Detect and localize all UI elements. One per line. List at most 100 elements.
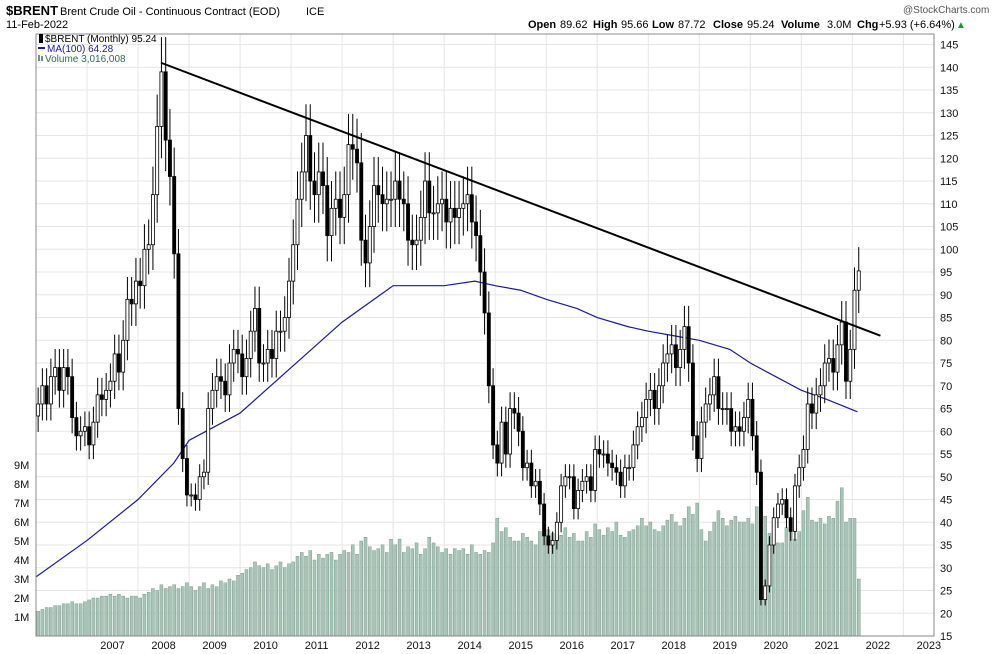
volume-bar (657, 531, 661, 637)
volume-bar (419, 554, 423, 637)
candle-body (287, 280, 291, 318)
volume-bar (797, 531, 801, 637)
candle-body (699, 421, 704, 459)
candle-body (716, 376, 721, 409)
candle-body (725, 408, 729, 410)
volume-bar (776, 542, 780, 637)
candle-body (648, 389, 653, 400)
up-arrow-icon: ▲ (956, 20, 966, 31)
candle-body (355, 148, 359, 164)
volume-bar (482, 550, 487, 637)
candle-body (244, 358, 249, 378)
volume-bar (457, 550, 461, 637)
candle-body (40, 385, 45, 405)
axes: 15 20 25 30 35 40 45 50 55 60 65 70 75 80 85 90 95 100 105… (14, 33, 958, 652)
year-tick-label: 2013 (406, 640, 430, 652)
volume-bar (665, 519, 670, 637)
low-value: 87.72 (678, 19, 706, 31)
candle-body (223, 380, 228, 396)
candle-body (682, 326, 687, 350)
candle-body (656, 385, 661, 409)
candle-body (185, 458, 189, 496)
volume-tick-label: 8M (14, 479, 29, 491)
volume-bar (253, 561, 257, 637)
volume-bar (512, 540, 517, 637)
volume-bar (317, 554, 321, 637)
candle-body (236, 348, 240, 355)
volume-bar (495, 518, 500, 637)
candle-body (635, 426, 640, 446)
candle-body (491, 385, 496, 446)
volume-bar (499, 531, 504, 637)
year-tick-label: 2019 (713, 640, 737, 652)
candle-body (329, 207, 334, 237)
candle-body (57, 367, 62, 391)
volume-bar (308, 550, 312, 637)
volume-bar (49, 607, 53, 637)
candle-body (733, 426, 738, 432)
volume-bar (359, 540, 364, 637)
year-tick-label: 2022 (866, 640, 890, 652)
candle-body (788, 517, 793, 532)
candle-body (703, 403, 708, 423)
candle-body (729, 408, 734, 432)
volume-bar (835, 500, 840, 637)
volume-bar (431, 542, 436, 637)
price-tick-label: 135 (940, 85, 958, 97)
candle-body (172, 176, 177, 255)
candle-body (65, 367, 70, 378)
candle-body (818, 385, 823, 396)
legend-item-volume: Volume 3,016,008 (38, 54, 126, 65)
candle-body (312, 180, 317, 196)
volume-bar (444, 548, 449, 637)
candle-body (440, 198, 444, 205)
candle-body (678, 348, 683, 368)
volume-bar (117, 594, 121, 637)
candle-body (644, 399, 649, 419)
volume-bar (304, 556, 308, 637)
volume-tick-label: 6M (14, 517, 29, 529)
candle-body (516, 412, 521, 432)
price-tick-label: 25 (940, 586, 952, 598)
volume-bar (504, 527, 508, 637)
volume-bar (840, 487, 844, 637)
price-tick-label: 115 (940, 176, 958, 188)
volume-bar (725, 525, 729, 637)
volume-bar (440, 552, 444, 637)
candle-body (593, 449, 598, 491)
high-value: 95.66 (621, 19, 649, 31)
candle-body (810, 403, 814, 414)
candle-body (827, 358, 831, 364)
volume-bar (614, 521, 619, 637)
volume-bar (780, 542, 784, 637)
candle-body (550, 540, 555, 546)
volume-bar (801, 510, 806, 637)
volume-bar (848, 518, 852, 637)
candle-body (270, 348, 274, 359)
volume-bar (346, 552, 351, 637)
candle-body (299, 171, 304, 200)
year-tick-label: 2008 (151, 640, 175, 652)
volume-bar (197, 586, 202, 637)
volume-bar (487, 552, 491, 637)
candle-body (112, 353, 117, 382)
candle-body (661, 362, 666, 387)
price-tick-label: 100 (940, 244, 958, 256)
volume-bar (733, 516, 738, 637)
volume-bar (108, 594, 113, 637)
candle-body (763, 585, 768, 601)
candle-body (325, 185, 330, 237)
volume-bar (810, 519, 814, 637)
candle-body (168, 139, 172, 177)
candle-body (414, 239, 419, 246)
price-tick-label: 75 (940, 358, 952, 370)
candle-body (87, 426, 92, 446)
volume-bar (295, 556, 300, 637)
candle-body (104, 389, 109, 400)
candle-body (754, 435, 759, 473)
volume-bar (763, 516, 767, 637)
candle-body (529, 462, 534, 487)
candle-body (48, 376, 53, 405)
candle-body (576, 490, 581, 510)
volume-bar (312, 559, 317, 637)
